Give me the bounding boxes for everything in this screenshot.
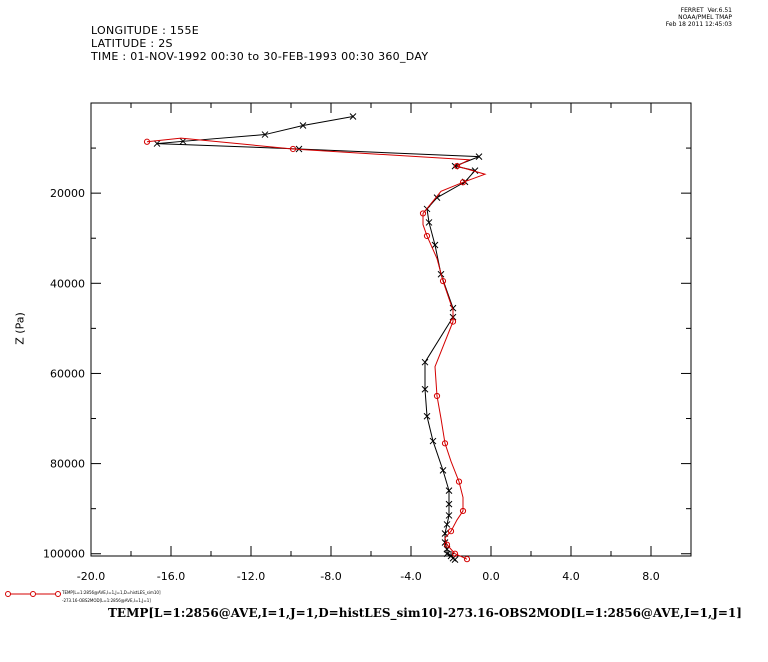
x-tick-label: 0.0 xyxy=(482,570,500,583)
data-point-black xyxy=(423,412,431,420)
y-tick-label: 100000 xyxy=(43,548,85,561)
x-tick-label: -4.0 xyxy=(400,570,421,583)
data-point-x-stroke xyxy=(443,521,451,528)
data-point-red xyxy=(449,318,457,325)
data-point-black xyxy=(421,385,429,393)
data-point-black xyxy=(443,521,451,528)
data-point-x-stroke xyxy=(421,385,429,393)
data-point-red xyxy=(459,179,467,186)
data-point-red xyxy=(441,440,449,447)
legend-marker-red xyxy=(30,591,36,597)
data-point-black xyxy=(261,131,269,138)
x-tick-label: 8.0 xyxy=(642,570,660,583)
data-point-x-stroke xyxy=(431,241,439,249)
y-tick-label: 80000 xyxy=(50,458,85,471)
data-point-black xyxy=(421,358,429,366)
legend-text-line1: TEMP[L=1:2856@AVE,I=1,J=1,D=histLES_sim1… xyxy=(62,590,161,595)
data-point-x-stroke xyxy=(299,122,307,129)
data-point-red xyxy=(439,277,447,285)
institution-stamp: NOAA/PMEL TMAP xyxy=(678,14,732,21)
data-point-x-stroke xyxy=(429,437,437,445)
data-point-black xyxy=(449,304,457,312)
data-point-black xyxy=(475,153,483,160)
data-point-black xyxy=(445,512,453,519)
chart-caption: TEMP[L=1:2856@AVE,I=1,J=1,D=histLES_sim1… xyxy=(108,606,742,620)
data-point-black xyxy=(299,122,307,129)
data-point-black xyxy=(349,113,357,120)
y-tick-label: 20000 xyxy=(50,187,85,200)
date-stamp: Feb 18 2011 12:45:03 xyxy=(665,21,732,28)
data-point-red xyxy=(451,550,459,557)
data-point-x-stroke xyxy=(425,219,433,226)
data-point-black xyxy=(179,137,187,145)
data-point-x-stroke xyxy=(433,194,441,202)
time-label: TIME : 01-NOV-1992 00:30 to 30-FEB-1993 … xyxy=(91,50,429,63)
data-point-x-stroke xyxy=(471,167,479,174)
data-point-black xyxy=(425,219,433,226)
x-tick-label: 4.0 xyxy=(562,570,580,583)
x-tick-label: -20.0 xyxy=(77,570,105,583)
x-tick-label: -16.0 xyxy=(157,570,185,583)
data-point-black xyxy=(445,487,453,494)
data-point-red xyxy=(143,138,151,145)
data-point-x-stroke xyxy=(153,140,161,147)
plot-frame xyxy=(90,102,692,557)
series-line-black xyxy=(156,116,480,561)
data-point-x-stroke xyxy=(179,137,187,145)
data-point-red xyxy=(443,541,451,548)
data-point-red xyxy=(459,507,467,515)
data-point-red xyxy=(423,232,431,240)
y-tick-label: 40000 xyxy=(50,277,85,290)
data-point-red xyxy=(447,528,455,535)
data-point-black xyxy=(431,241,439,249)
x-tick-label: -8.0 xyxy=(320,570,341,583)
data-point-x-stroke xyxy=(441,530,449,537)
ferret-version-stamp: FERRET Ver.6.51 xyxy=(680,7,732,14)
data-point-red xyxy=(419,210,427,217)
data-point-x-stroke xyxy=(261,131,269,138)
data-point-x-stroke xyxy=(449,304,457,312)
data-point-red xyxy=(463,556,471,563)
data-point-black xyxy=(451,556,459,563)
data-point-black xyxy=(153,140,161,147)
data-point-x-stroke xyxy=(443,550,451,558)
legend-text-line2: -273.16-OBS2MOD[L=1:2856@AVE,I=1,J=1] xyxy=(62,598,151,603)
data-point-x-stroke xyxy=(423,412,431,420)
latitude-label: LATITUDE : 2S xyxy=(91,37,173,50)
data-point-black xyxy=(445,500,453,508)
data-point-x-stroke xyxy=(445,487,453,494)
data-point-x-stroke xyxy=(451,556,459,563)
data-point-black xyxy=(471,167,479,174)
data-point-x-stroke xyxy=(451,162,459,170)
data-point-red xyxy=(453,163,461,170)
x-tick-label: -12.0 xyxy=(237,570,265,583)
data-point-black xyxy=(439,467,447,474)
data-point-x-stroke xyxy=(475,153,483,160)
data-point-red xyxy=(455,478,463,485)
series-line-red xyxy=(146,137,487,560)
data-point-red xyxy=(289,145,297,153)
data-point-x-stroke xyxy=(439,467,447,474)
data-point-black xyxy=(451,162,459,170)
data-point-black xyxy=(429,437,437,445)
data-point-black xyxy=(433,194,441,202)
data-point-x-stroke xyxy=(421,358,429,366)
y-tick-label: 60000 xyxy=(50,367,85,380)
legend-marker-red xyxy=(5,591,11,597)
data-point-x-stroke xyxy=(445,512,453,519)
data-point-black xyxy=(443,550,451,558)
data-point-x-stroke xyxy=(445,500,453,508)
legend-marker-red xyxy=(55,591,61,597)
longitude-label: LONGITUDE : 155E xyxy=(91,24,200,37)
data-point-x-stroke xyxy=(349,113,357,120)
data-point-red xyxy=(433,392,441,400)
